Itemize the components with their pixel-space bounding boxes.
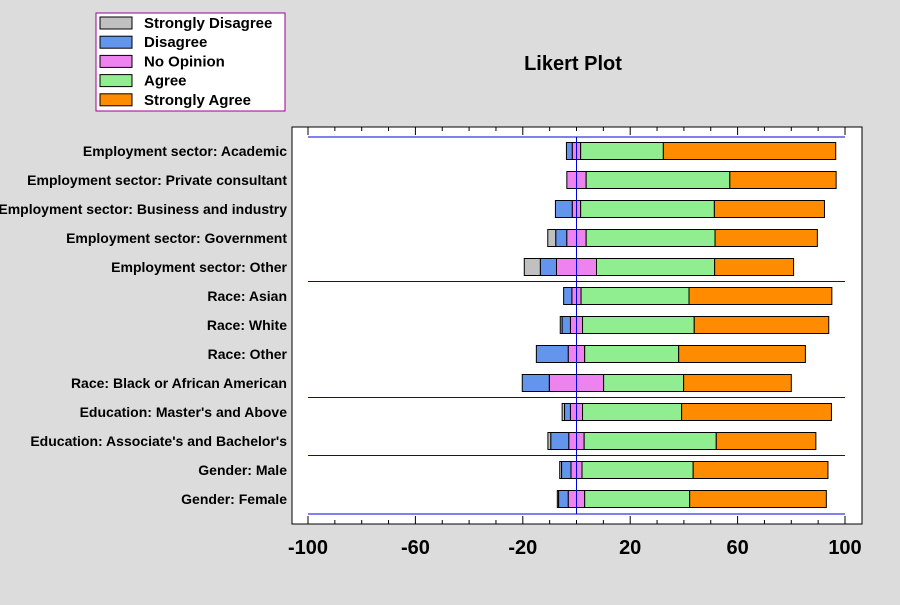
bar-segment-strongly-agree bbox=[693, 316, 830, 334]
category-label: Employment sector: Private consultant bbox=[27, 172, 287, 188]
bar-segment-disagree bbox=[555, 229, 568, 247]
legend-label: Disagree bbox=[144, 34, 207, 51]
bar-segment-agree bbox=[581, 461, 694, 479]
category-label: Employment sector: Academic bbox=[83, 143, 287, 159]
legend-swatch bbox=[99, 54, 133, 68]
category-label: Employment sector: Business and industry bbox=[0, 201, 287, 217]
bar-segment-strongly-disagree bbox=[547, 229, 557, 247]
category-label: Race: Asian bbox=[207, 288, 287, 304]
bar-segment-disagree bbox=[521, 374, 550, 392]
bar-segment-strongly-agree bbox=[715, 432, 817, 450]
category-label: Gender: Male bbox=[198, 462, 287, 478]
bar-segment-strongly-agree bbox=[714, 229, 818, 247]
bar-segment-disagree bbox=[565, 142, 573, 160]
x-tick-label: 60 bbox=[726, 537, 748, 559]
bar-segment-agree bbox=[582, 403, 683, 421]
bar-segment-agree bbox=[596, 258, 716, 276]
category-label: Employment sector: Government bbox=[66, 230, 287, 246]
category-label: Employment sector: Other bbox=[111, 259, 287, 275]
bar-segment-strongly-agree bbox=[729, 171, 837, 189]
category-label: Race: Black or African American bbox=[71, 375, 287, 391]
bar-segment-disagree bbox=[564, 403, 571, 421]
legend-label: Strongly Agree bbox=[144, 92, 251, 109]
bar-segment-agree bbox=[582, 316, 695, 334]
bar-segment-disagree bbox=[561, 461, 572, 479]
bar-segment-disagree bbox=[550, 432, 570, 450]
bar-segment-disagree bbox=[554, 200, 573, 218]
bar-segment-strongly-agree bbox=[713, 200, 825, 218]
bar-segment-agree bbox=[584, 345, 680, 363]
bar-segment-strongly-agree bbox=[681, 403, 832, 421]
legend-label: Strongly Disagree bbox=[144, 15, 272, 32]
x-tick-label: -100 bbox=[288, 537, 328, 559]
bar-segment-strongly-agree bbox=[688, 287, 833, 305]
bar-segment-agree bbox=[580, 287, 690, 305]
bar-segment-agree bbox=[585, 171, 731, 189]
legend-label: Agree bbox=[144, 73, 187, 90]
category-label: Race: Other bbox=[208, 346, 288, 362]
bar-segment-disagree bbox=[558, 490, 569, 508]
plot-layer: -100 -60 -20 20 60 100 Employment sector: Acad… bbox=[0, 127, 862, 559]
chart-title: Likert Plot bbox=[524, 53, 622, 75]
legend-swatch bbox=[99, 16, 133, 30]
legend-label: No Opinion bbox=[144, 53, 225, 70]
category-label: Gender: Female bbox=[181, 491, 287, 507]
bar-segment-strongly-agree bbox=[662, 142, 837, 160]
category-label: Education: Master's and Above bbox=[80, 404, 288, 420]
bar-segment-strongly-agree bbox=[714, 258, 795, 276]
bar-segment-strongly-agree bbox=[683, 374, 792, 392]
bar-segment-strongly-agree bbox=[678, 345, 806, 363]
bar-segment-strongly-agree bbox=[692, 461, 829, 479]
category-label: Education: Associate's and Bachelor's bbox=[30, 433, 287, 449]
legend-swatch bbox=[99, 74, 133, 88]
legend: Strongly Disagree Disagree No Opinion Agree… bbox=[95, 12, 286, 112]
x-tick-label: 20 bbox=[619, 537, 641, 559]
bar-segment-disagree bbox=[535, 345, 569, 363]
bar-segment-disagree bbox=[539, 258, 557, 276]
legend-swatch bbox=[99, 93, 133, 107]
x-tick-label: -20 bbox=[508, 537, 537, 559]
bar-segment-agree bbox=[583, 432, 717, 450]
bar-segment-agree bbox=[585, 229, 716, 247]
legend-swatch bbox=[99, 35, 133, 49]
x-tick-label: -60 bbox=[401, 537, 430, 559]
bar-segment-agree bbox=[580, 142, 664, 160]
bar-segment-disagree bbox=[561, 316, 571, 334]
bar-segment-agree bbox=[584, 490, 691, 508]
x-tick-label: 100 bbox=[828, 537, 861, 559]
bar-segment-agree bbox=[580, 200, 715, 218]
bar-segment-strongly-agree bbox=[689, 490, 827, 508]
category-label: Race: White bbox=[207, 317, 287, 333]
bar-segment-strongly-disagree bbox=[523, 258, 541, 276]
bar-segment-agree bbox=[603, 374, 685, 392]
bar-segment-disagree bbox=[563, 287, 573, 305]
